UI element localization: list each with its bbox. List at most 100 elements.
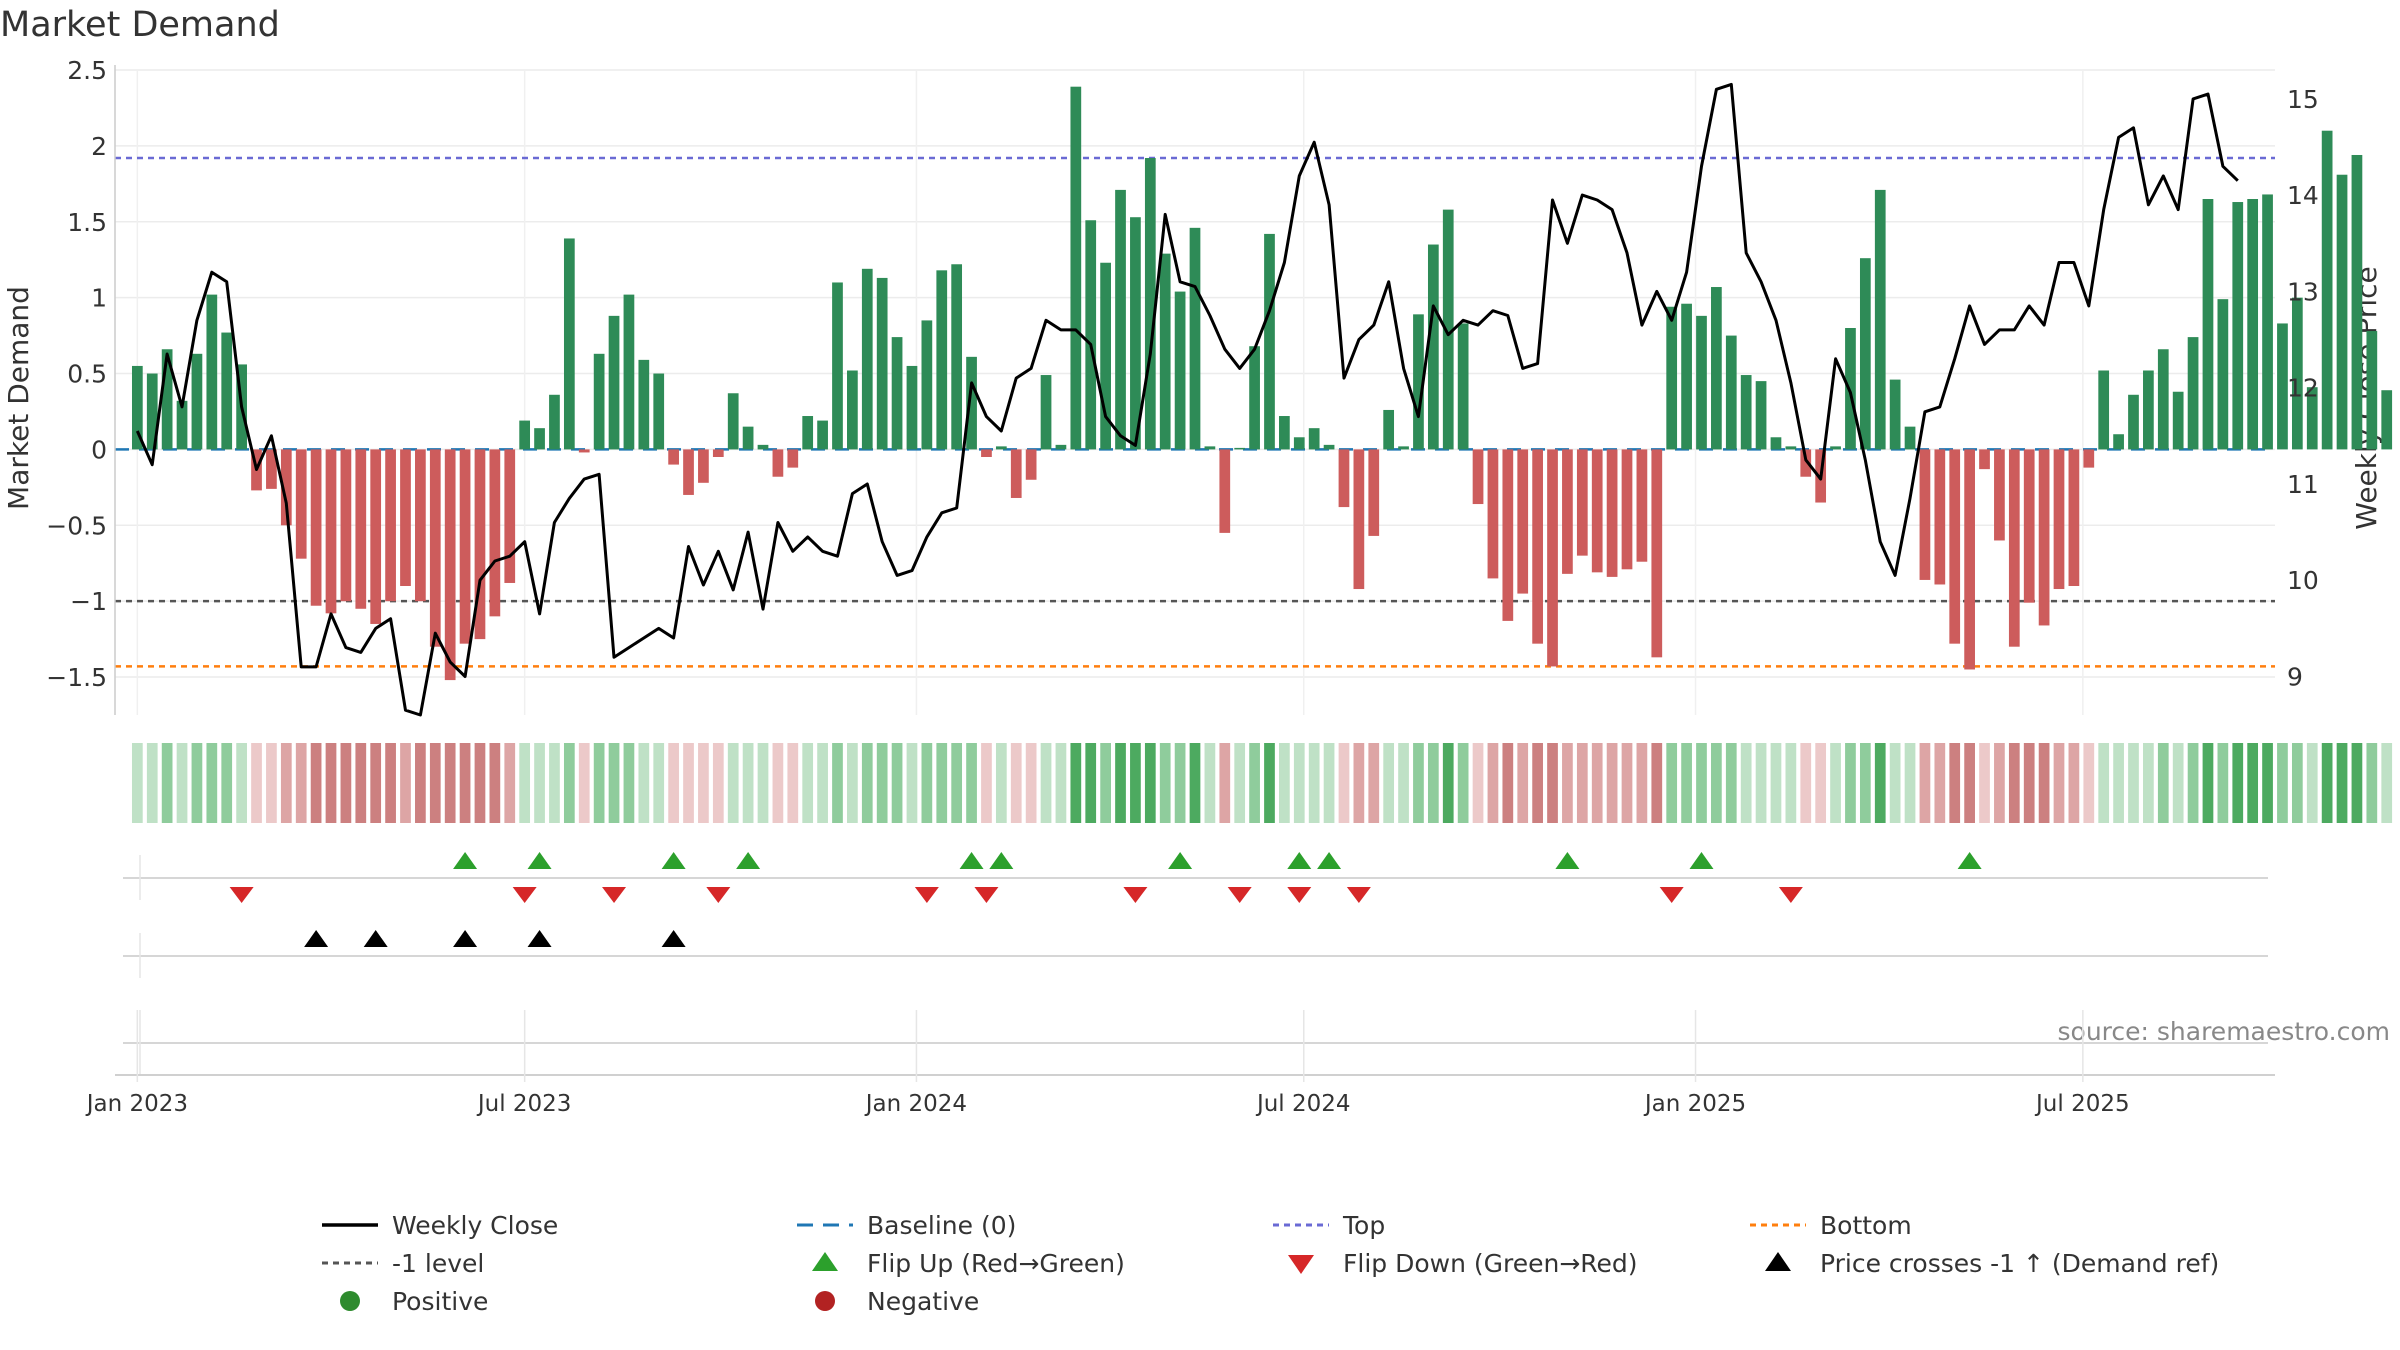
demand-bar (1398, 446, 1409, 450)
regime-cell (1055, 743, 1067, 823)
demand-bar (444, 449, 456, 681)
flip-up-marker (989, 852, 1014, 869)
regime-cell (370, 743, 382, 823)
demand-bar (951, 264, 963, 450)
flip-markers-panel (123, 852, 2268, 903)
regime-cell (280, 743, 292, 823)
regime-cell (1457, 743, 1469, 823)
regime-cell (1368, 743, 1380, 823)
chart-title: Market Demand (0, 5, 280, 45)
regime-cell (191, 743, 203, 823)
regime-cell (817, 743, 828, 823)
demand-bar (847, 370, 858, 450)
legend-swatch-negative (815, 1291, 835, 1311)
x-tick-label: Jul 2023 (476, 1091, 572, 1117)
regime-cell (2053, 743, 2065, 823)
demand-bar (1830, 446, 1841, 450)
demand-bar (2277, 323, 2288, 450)
regime-cell (593, 743, 605, 823)
demand-bars (131, 86, 2393, 681)
demand-bar (1949, 449, 1961, 644)
y-tick-label-left: −0.5 (46, 511, 107, 540)
demand-bar (891, 337, 903, 450)
regime-cell (2381, 743, 2393, 823)
regime-cell (236, 743, 247, 823)
regime-cell (2113, 743, 2124, 823)
regime-cell (429, 743, 441, 823)
demand-bar (1368, 449, 1380, 536)
regime-cell (995, 743, 1007, 823)
demand-bar (2083, 449, 2095, 468)
demand-bar (280, 449, 292, 526)
demand-bar (772, 449, 784, 477)
demand-bar (966, 356, 977, 450)
regime-cell (1293, 743, 1305, 823)
flip-down-marker (914, 887, 939, 903)
demand-bar (2172, 391, 2184, 450)
demand-bar (1025, 449, 1037, 480)
demand-bar (1755, 381, 1767, 450)
regime-cell (2277, 743, 2288, 823)
legend-label-bottom: Bottom (1820, 1211, 1912, 1240)
price-cross-marker (527, 930, 552, 947)
demand-bar (206, 294, 218, 450)
flip-up-marker (527, 852, 552, 869)
regime-cell (1070, 743, 1082, 823)
demand-bar (1934, 449, 1946, 585)
legend-swatch-positive (340, 1291, 360, 1311)
regime-cell (2202, 743, 2214, 823)
regime-cell (2098, 743, 2110, 823)
regime-cell (1755, 743, 1767, 823)
demand-bar (1621, 449, 1633, 570)
demand-bar (385, 449, 396, 602)
demand-bar (176, 400, 188, 450)
regime-cell (400, 743, 411, 823)
regime-cell (876, 743, 888, 823)
demand-bar (1740, 375, 1752, 450)
legend-swatch-flip-down (1288, 1255, 1314, 1274)
regime-cell (1651, 743, 1663, 823)
price-cross-marker (453, 930, 478, 947)
regime-cell (385, 743, 396, 823)
demand-bar (2143, 370, 2154, 450)
flip-down-marker (1287, 887, 1312, 903)
regime-cell (906, 743, 918, 823)
regime-cell (146, 743, 158, 823)
regime-cell (1845, 743, 1856, 823)
demand-bar (578, 449, 590, 453)
demand-bar (1487, 449, 1499, 579)
regime-cell (727, 743, 739, 823)
regime-cell (1964, 743, 1975, 823)
demand-bar (1666, 306, 1678, 450)
demand-bar (683, 449, 694, 495)
regime-cell (2128, 743, 2139, 823)
demand-bar (1070, 86, 1082, 450)
demand-bar (2306, 387, 2318, 450)
demand-bar (1159, 253, 1171, 450)
regime-cell (2172, 743, 2184, 823)
regime-cell (310, 743, 322, 823)
regime-cell (251, 743, 262, 823)
regime-cell (1159, 743, 1171, 823)
regime-cell (325, 743, 337, 823)
regime-cell (1130, 743, 1141, 823)
legend-label-flip-up: Flip Up (Red→Green) (867, 1249, 1125, 1278)
demand-bar (1383, 409, 1395, 450)
x-tick-label: Jan 2023 (85, 1091, 188, 1117)
regime-cell (1666, 743, 1678, 823)
flip-up-marker (661, 852, 686, 869)
y-tick-label-right: 9 (2287, 662, 2303, 691)
regime-cell (1219, 743, 1231, 823)
demand-bar (593, 353, 605, 450)
regime-cell (474, 743, 486, 823)
regime-cell (1859, 743, 1871, 823)
regime-cell (1949, 743, 1961, 823)
regime-cell (698, 743, 709, 823)
regime-cell (1308, 743, 1320, 823)
regime-cell (221, 743, 233, 823)
regime-cell (668, 743, 679, 823)
regime-cell (802, 743, 814, 823)
demand-bar (1562, 449, 1573, 574)
regime-cell (1025, 743, 1037, 823)
